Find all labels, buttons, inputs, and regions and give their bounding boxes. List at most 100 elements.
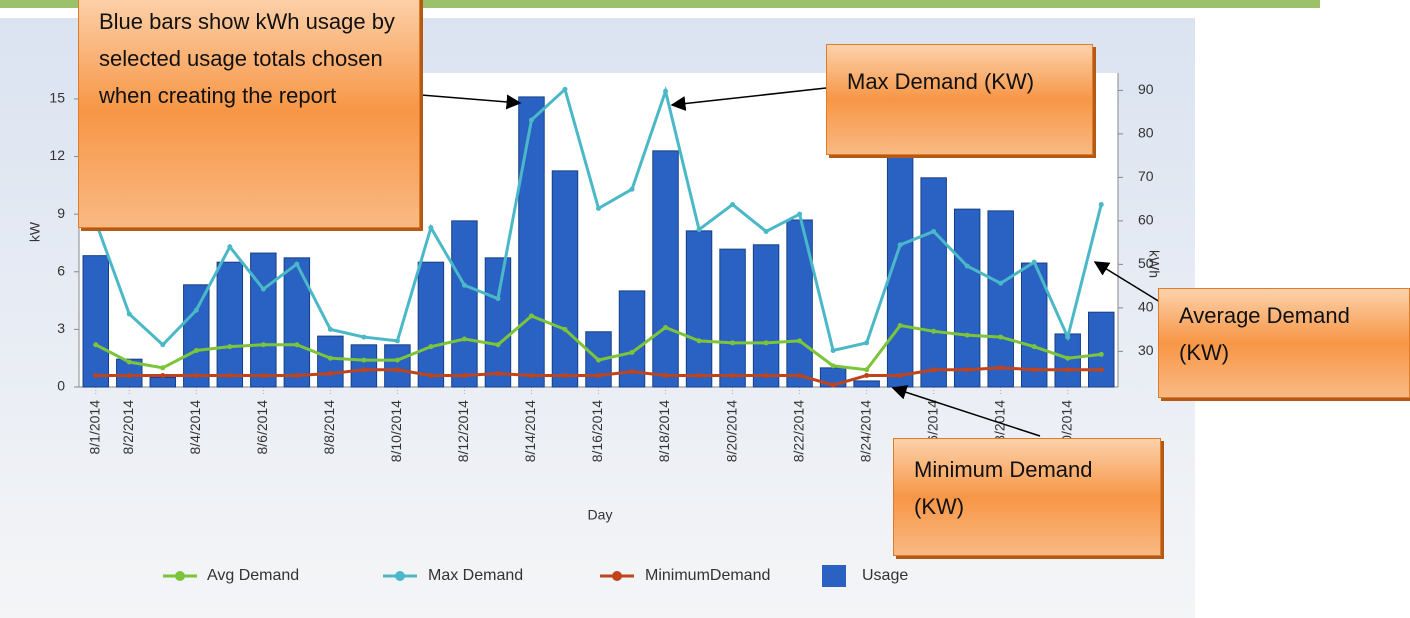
bar (920, 177, 947, 388)
bar (317, 335, 344, 388)
legend-label: Avg Demand (207, 567, 299, 584)
y-tick-label: 3 (57, 320, 65, 336)
point (193, 348, 199, 354)
point (562, 86, 568, 92)
bar (149, 376, 177, 388)
bar (953, 208, 981, 388)
point (193, 307, 199, 313)
callout: Minimum Demand (KW) (893, 438, 1161, 556)
point (1098, 202, 1104, 208)
legend-label: Usage (862, 567, 908, 584)
point (1065, 367, 1071, 373)
point (528, 117, 534, 123)
point (797, 338, 803, 344)
point (730, 340, 736, 346)
point (763, 228, 769, 234)
point (294, 372, 300, 378)
point (193, 372, 199, 378)
y-tick-label: 6 (57, 262, 65, 278)
point (562, 372, 568, 378)
bar (484, 257, 512, 388)
x-tick-label: 8/18/2014 (656, 400, 672, 462)
point (227, 344, 233, 350)
point (897, 323, 903, 329)
top-rule (0, 0, 1320, 8)
x-tick-label: 8/12/2014 (455, 400, 471, 462)
point (394, 367, 400, 373)
point (663, 88, 669, 94)
point (428, 372, 434, 378)
point (495, 342, 501, 348)
point (596, 372, 601, 378)
point (1065, 334, 1071, 340)
arrow (891, 385, 1041, 437)
x-tick-label: 8/1/2014 (86, 400, 102, 455)
point (394, 357, 400, 363)
bar (283, 257, 311, 388)
point (361, 357, 367, 363)
point (160, 372, 166, 378)
point (1098, 367, 1104, 373)
x-tick-label: 8/2/2014 (120, 400, 136, 455)
point (830, 363, 836, 369)
point (160, 342, 166, 348)
point (1031, 367, 1037, 373)
point (294, 342, 300, 348)
point (864, 372, 870, 378)
legend-label: MinimumDemand (645, 567, 770, 584)
x-tick-label: 8/14/2014 (522, 400, 538, 462)
y2-tick-label: 90 (1138, 81, 1154, 97)
legend-marker (175, 571, 185, 581)
point (629, 349, 635, 355)
point (763, 372, 769, 378)
arrow (1093, 261, 1161, 303)
x-tick-label: 8/10/2014 (388, 400, 404, 462)
bar (652, 150, 679, 388)
bar (183, 284, 210, 388)
point (495, 296, 501, 302)
x-axis-label: Day (588, 507, 613, 523)
point (126, 359, 132, 365)
point (797, 211, 803, 217)
point (327, 355, 333, 361)
point (998, 365, 1004, 371)
point (361, 367, 367, 373)
x-tick-label: 8/16/2014 (589, 400, 605, 462)
point (93, 342, 99, 348)
x-tick-label: 8/8/2014 (321, 400, 337, 455)
y2-tick-label: 60 (1138, 212, 1154, 228)
point (294, 261, 300, 267)
point (730, 372, 736, 378)
y2-axis-label: kWh (1146, 250, 1162, 278)
bar (451, 220, 478, 388)
bar (886, 124, 914, 388)
point (461, 336, 467, 342)
point (160, 365, 166, 371)
point (227, 244, 233, 250)
point (260, 372, 266, 378)
point (495, 371, 501, 377)
point (428, 344, 434, 350)
y2-tick-label: 70 (1138, 168, 1154, 184)
bar (1088, 311, 1115, 388)
point (528, 372, 534, 378)
point (596, 357, 601, 363)
callout: Average Demand (KW) (1158, 288, 1410, 398)
point (964, 367, 970, 373)
point (696, 372, 702, 378)
point (361, 334, 367, 340)
y2-tick-label: 50 (1138, 255, 1154, 271)
bar (752, 244, 780, 388)
y-tick-label: 12 (49, 147, 65, 163)
point (394, 338, 400, 344)
y-tick-label: 15 (49, 90, 65, 106)
point (897, 242, 903, 248)
x-tick-label: 8/6/2014 (254, 400, 270, 455)
plot: 0 3 6 9 12 15 30 40 50 60 70 80 90 8/1/2014 8/2/2014 8/… (49, 73, 1154, 462)
bar (987, 210, 1014, 388)
bar (518, 96, 545, 388)
legend-marker (395, 571, 405, 581)
point (964, 332, 970, 338)
point (998, 334, 1004, 340)
